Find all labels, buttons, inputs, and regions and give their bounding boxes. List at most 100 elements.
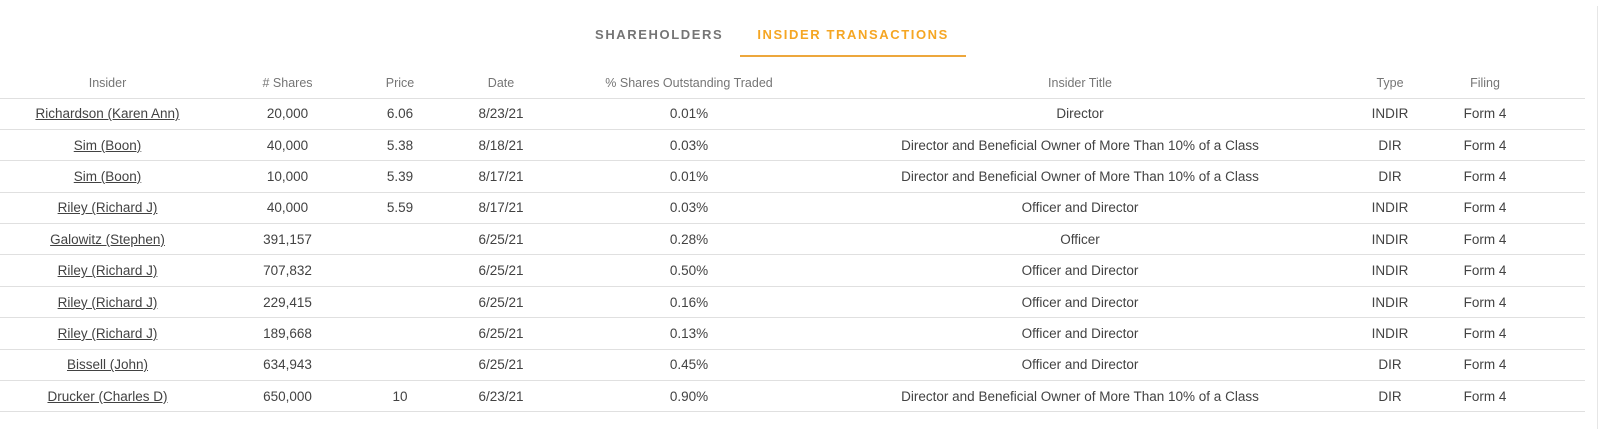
table-row: Galowitz (Stephen) 391,157 6/25/21 0.28% Off…	[0, 223, 1585, 256]
cell-spacer	[1534, 317, 1585, 350]
cell-price	[360, 286, 440, 319]
cell-insider-title: Director and Beneficial Owner of More Th…	[816, 129, 1344, 162]
col-header-date: Date	[440, 68, 562, 99]
cell-spacer	[1534, 192, 1585, 225]
cell-filing: Form 4	[1436, 129, 1534, 162]
cell-type: INDIR	[1344, 98, 1436, 130]
insider-link[interactable]: Sim (Boon)	[73, 137, 142, 153]
cell-date: 6/23/21	[440, 380, 562, 413]
cell-pct-outstanding: 0.16%	[562, 286, 816, 319]
col-header-filing: Filing	[1436, 68, 1534, 99]
cell-date: 6/25/21	[440, 317, 562, 350]
cell-pct-outstanding: 0.28%	[562, 223, 816, 256]
insider-transactions-table: Insider # Shares Price Date % Shares Out…	[0, 68, 1585, 413]
cell-shares: 189,668	[215, 317, 360, 350]
table-row: Richardson (Karen Ann) 20,000 6.06 8/23/21 0…	[0, 98, 1585, 130]
cell-pct-outstanding: 0.90%	[562, 380, 816, 413]
insider-link[interactable]: Drucker (Charles D)	[47, 388, 168, 404]
cell-shares: 229,415	[215, 286, 360, 319]
col-header-type: Type	[1344, 68, 1436, 99]
cell-spacer	[1534, 98, 1585, 130]
insider-link[interactable]: Riley (Richard J)	[57, 263, 158, 279]
cell-type: INDIR	[1344, 317, 1436, 350]
cell-date: 6/25/21	[440, 349, 562, 382]
cell-shares: 20,000	[215, 98, 360, 130]
cell-shares: 10,000	[215, 160, 360, 193]
cell-insider: Riley (Richard J)	[0, 254, 215, 287]
cell-insider-title: Director and Beneficial Owner of More Th…	[816, 380, 1344, 413]
cell-date: 8/17/21	[440, 192, 562, 225]
cell-insider-title: Officer and Director	[816, 317, 1344, 350]
table-row: Riley (Richard J) 40,000 5.59 8/17/21 0.03% O…	[0, 192, 1585, 225]
cell-pct-outstanding: 0.45%	[562, 349, 816, 382]
cell-type: INDIR	[1344, 254, 1436, 287]
cell-filing: Form 4	[1436, 223, 1534, 256]
cell-insider-title: Officer and Director	[816, 349, 1344, 382]
cell-price: 5.59	[360, 192, 440, 225]
cell-price: 5.39	[360, 160, 440, 193]
col-header-shares: # Shares	[215, 68, 360, 99]
cell-type: INDIR	[1344, 192, 1436, 225]
cell-pct-outstanding: 0.03%	[562, 192, 816, 225]
cell-pct-outstanding: 0.13%	[562, 317, 816, 350]
table-row: Drucker (Charles D) 650,000 10 6/23/21 0.90%…	[0, 380, 1585, 413]
cell-date: 8/17/21	[440, 160, 562, 193]
cell-pct-outstanding: 0.01%	[562, 160, 816, 193]
table-row: Bissell (John) 634,943 6/25/21 0.45% Officer…	[0, 349, 1585, 382]
table-header-row: Insider # Shares Price Date % Shares Out…	[0, 68, 1585, 99]
cell-date: 6/25/21	[440, 286, 562, 319]
cell-filing: Form 4	[1436, 286, 1534, 319]
cell-insider: Sim (Boon)	[0, 129, 215, 162]
col-header-insider-title: Insider Title	[816, 68, 1344, 99]
cell-insider-title: Officer and Director	[816, 192, 1344, 225]
table-row: Riley (Richard J) 707,832 6/25/21 0.50% Offi…	[0, 254, 1585, 287]
insider-link[interactable]: Riley (Richard J)	[57, 325, 158, 341]
cell-spacer	[1534, 254, 1585, 287]
cell-type: DIR	[1344, 129, 1436, 162]
cell-date: 6/25/21	[440, 254, 562, 287]
cell-price	[360, 254, 440, 287]
cell-insider-title: Director	[816, 98, 1344, 130]
col-header-pct-outstanding: % Shares Outstanding Traded	[562, 68, 816, 99]
cell-spacer	[1534, 160, 1585, 193]
col-header-insider: Insider	[0, 68, 215, 99]
table-row: Riley (Richard J) 189,668 6/25/21 0.13% Offi…	[0, 317, 1585, 350]
tab-bar: SHAREHOLDERS INSIDER TRANSACTIONS	[0, 0, 1575, 68]
cell-filing: Form 4	[1436, 317, 1534, 350]
insider-table-body: Richardson (Karen Ann) 20,000 6.06 8/23/21 0…	[0, 98, 1585, 413]
cell-shares: 650,000	[215, 380, 360, 413]
cell-insider: Sim (Boon)	[0, 160, 215, 193]
cell-price	[360, 317, 440, 350]
cell-date: 6/25/21	[440, 223, 562, 256]
cell-date: 8/23/21	[440, 98, 562, 130]
tab-shareholders[interactable]: SHAREHOLDERS	[595, 27, 724, 42]
insider-link[interactable]: Galowitz (Stephen)	[50, 231, 165, 247]
cell-shares: 40,000	[215, 192, 360, 225]
cell-date: 8/18/21	[440, 129, 562, 162]
cell-insider: Richardson (Karen Ann)	[0, 98, 215, 130]
cell-spacer	[1534, 349, 1585, 382]
cell-insider-title: Officer	[816, 223, 1344, 256]
cell-insider-title: Officer and Director	[816, 254, 1344, 287]
cell-price: 10	[360, 380, 440, 413]
cell-spacer	[1534, 286, 1585, 319]
insider-link[interactable]: Richardson (Karen Ann)	[35, 106, 180, 122]
cell-spacer	[1534, 129, 1585, 162]
cell-insider: Drucker (Charles D)	[0, 380, 215, 413]
insider-link[interactable]: Sim (Boon)	[73, 168, 142, 184]
insider-link[interactable]: Bissell (John)	[66, 357, 149, 373]
card-right-edge-divider	[1597, 6, 1598, 429]
col-header-spacer	[1534, 68, 1585, 99]
cell-insider-title: Director and Beneficial Owner of More Th…	[816, 160, 1344, 193]
insider-link[interactable]: Riley (Richard J)	[57, 294, 158, 310]
cell-shares: 634,943	[215, 349, 360, 382]
col-header-price: Price	[360, 68, 440, 99]
cell-filing: Form 4	[1436, 98, 1534, 130]
cell-spacer	[1534, 223, 1585, 256]
tab-insider-transactions[interactable]: INSIDER TRANSACTIONS	[740, 27, 966, 57]
cell-insider: Riley (Richard J)	[0, 317, 215, 350]
insider-link[interactable]: Riley (Richard J)	[57, 200, 158, 216]
cell-shares: 707,832	[215, 254, 360, 287]
cell-type: DIR	[1344, 380, 1436, 413]
